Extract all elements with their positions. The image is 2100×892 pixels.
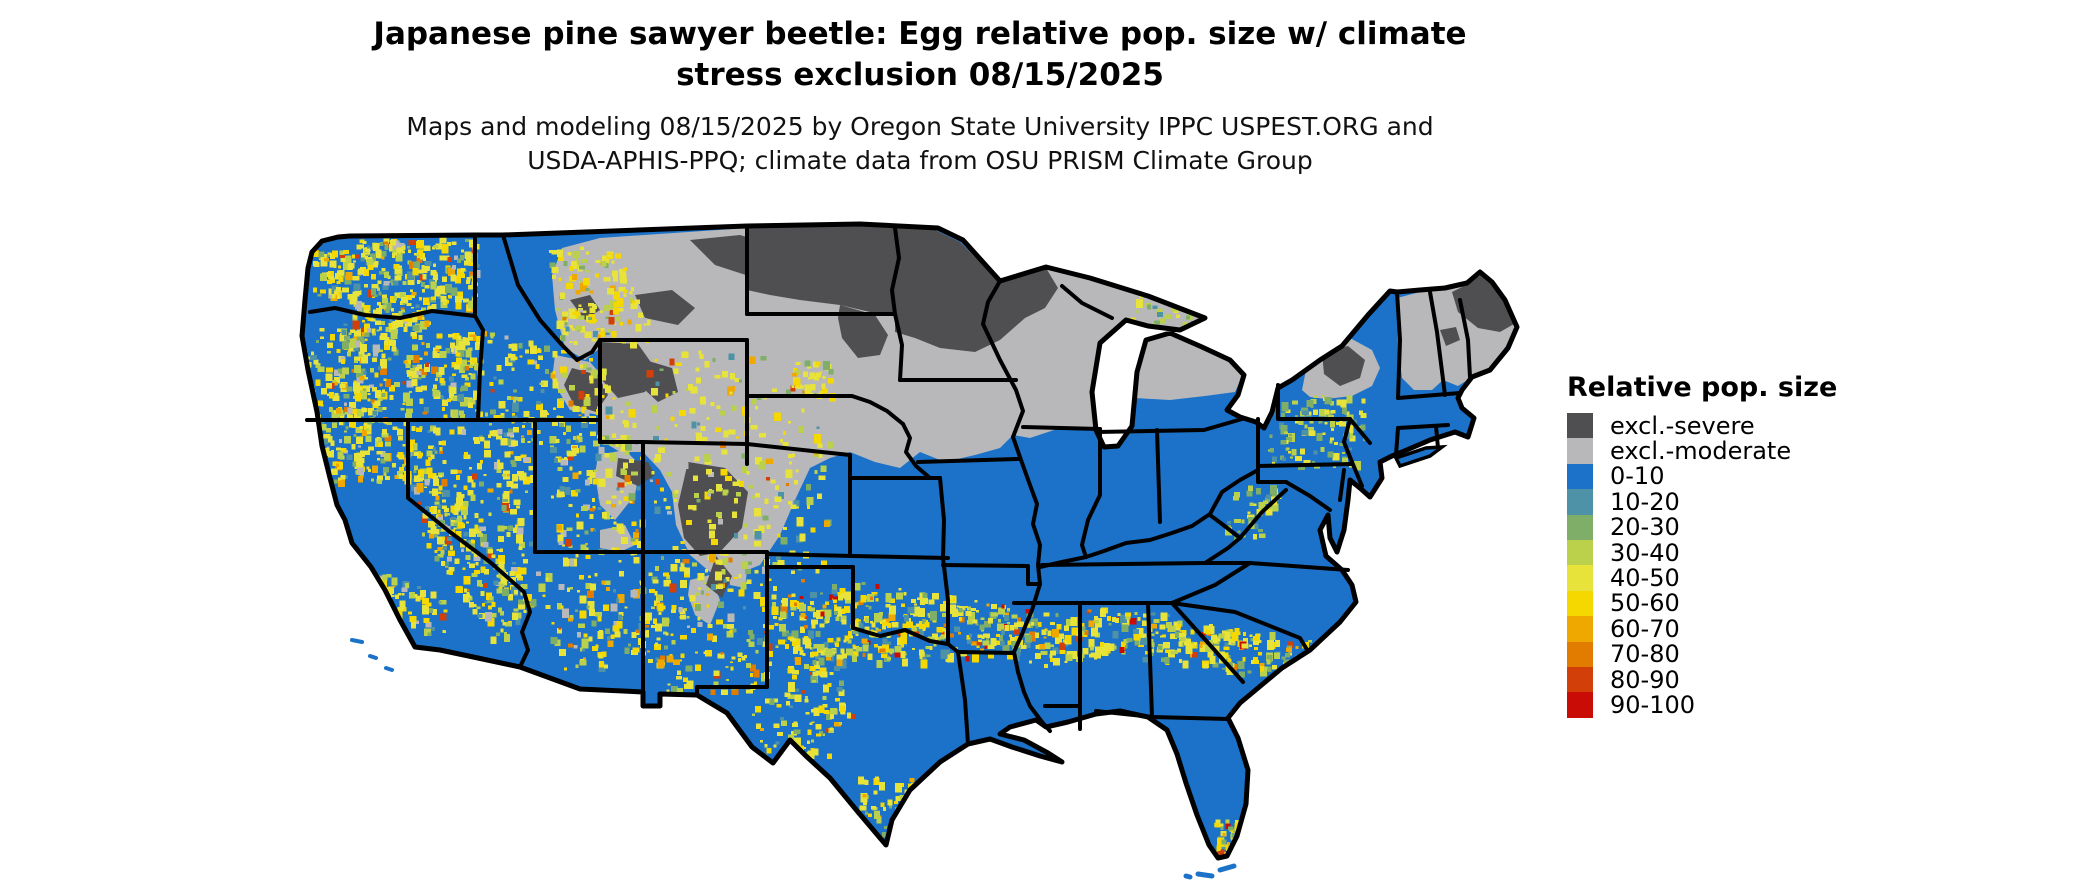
hotspot-cascades-wa — [352, 238, 434, 337]
legend-item-severe: excl.-severe — [1567, 411, 1837, 440]
hotspot-great-basin — [423, 425, 536, 601]
legend-label-moderate: excl.-moderate — [1610, 437, 1792, 466]
legend-swatch-severe — [1567, 413, 1593, 439]
legend-label-c10_20: 10-20 — [1610, 487, 1680, 516]
legend-label-c30_40: 30-40 — [1610, 538, 1680, 567]
legend-item-c20_30: 20-30 — [1567, 513, 1837, 542]
legend-item-c30_40: 30-40 — [1567, 538, 1837, 567]
legend-swatch-c80_90 — [1567, 666, 1593, 693]
legend-swatch-c90_100 — [1567, 692, 1593, 718]
subtitle-line-2: USDA-APHIS-PPQ; climate data from OSU PR… — [527, 146, 1313, 175]
legend-item-c60_70: 60-70 — [1567, 614, 1837, 643]
hotspot-ne-washington — [429, 237, 481, 313]
legend-swatch-c30_40 — [1567, 539, 1593, 566]
legend-label-c50_60: 50-60 — [1610, 589, 1680, 618]
map-legend: Relative pop. size excl.-severe excl.-mod… — [1567, 372, 1838, 719]
legend-item-c70_80: 70-80 — [1567, 640, 1837, 669]
legend-label-c20_30: 20-30 — [1610, 513, 1680, 542]
legend-label-c80_90: 80-90 — [1610, 665, 1680, 694]
legend-item-c0_10: 0-10 — [1567, 462, 1837, 491]
map-subtitle: Maps and modeling 08/15/2025 by Oregon S… — [260, 110, 1580, 178]
hotspot-arizona-mogollon — [535, 571, 683, 672]
legend-item-moderate: excl.-moderate — [1567, 437, 1837, 466]
legend-swatch-c40_50 — [1567, 565, 1593, 591]
title-line-2: stress exclusion 08/15/2025 — [676, 57, 1164, 93]
land-layers — [302, 224, 1517, 858]
legend-item-c50_60: 50-60 — [1567, 589, 1837, 618]
legend-swatch-moderate — [1567, 438, 1593, 464]
legend-swatch-c10_20 — [1567, 489, 1593, 515]
florida-keys — [1183, 863, 1237, 880]
legend-label-c60_70: 60-70 — [1610, 614, 1680, 643]
legend-label-c0_10: 0-10 — [1610, 462, 1665, 491]
state-borders — [305, 224, 1472, 746]
legend-item-c40_50: 40-50 — [1567, 564, 1837, 593]
subtitle-line-1: Maps and modeling 08/15/2025 by Oregon S… — [406, 112, 1434, 141]
hotspot-new-mexico — [651, 556, 785, 697]
page-title: Japanese pine sawyer beetle: Egg relativ… — [260, 14, 1580, 96]
legend-item-c90_100: 90-100 — [1567, 691, 1837, 719]
legend-swatch-c0_10 — [1567, 463, 1593, 490]
legend-swatch-c50_60 — [1567, 590, 1593, 617]
title-line-1: Japanese pine sawyer beetle: Egg relativ… — [373, 16, 1467, 52]
hotspot-ca-north — [312, 420, 427, 488]
conus-outline — [299, 221, 1520, 861]
legend-label-c40_50: 40-50 — [1610, 564, 1680, 593]
exclusion-severe-zones — [564, 226, 1514, 598]
hotspot-olympics — [312, 250, 357, 305]
channel-islands — [350, 638, 394, 672]
legend-title: Relative pop. size — [1567, 372, 1838, 403]
legend-item-c80_90: 80-90 — [1567, 665, 1837, 694]
hotspot-montana-west — [549, 246, 651, 349]
legend-item-c10_20: 10-20 — [1567, 487, 1837, 516]
legend-rows: excl.-severe excl.-moderate 0-10 10-20 20-30… — [1567, 411, 1837, 719]
hotspot-texas-streak — [787, 635, 855, 736]
legend-swatch-c20_30 — [1567, 514, 1593, 540]
legend-label-c70_80: 70-80 — [1610, 640, 1680, 669]
legend-label-severe: excl.-severe — [1610, 411, 1755, 440]
legend-swatch-c60_70 — [1567, 616, 1593, 642]
long-island — [1393, 444, 1448, 469]
legend-swatch-c70_80 — [1567, 641, 1593, 667]
map-header: Japanese pine sawyer beetle: Egg relativ… — [260, 14, 1580, 178]
legend-label-c90_100: 90-100 — [1610, 691, 1696, 719]
